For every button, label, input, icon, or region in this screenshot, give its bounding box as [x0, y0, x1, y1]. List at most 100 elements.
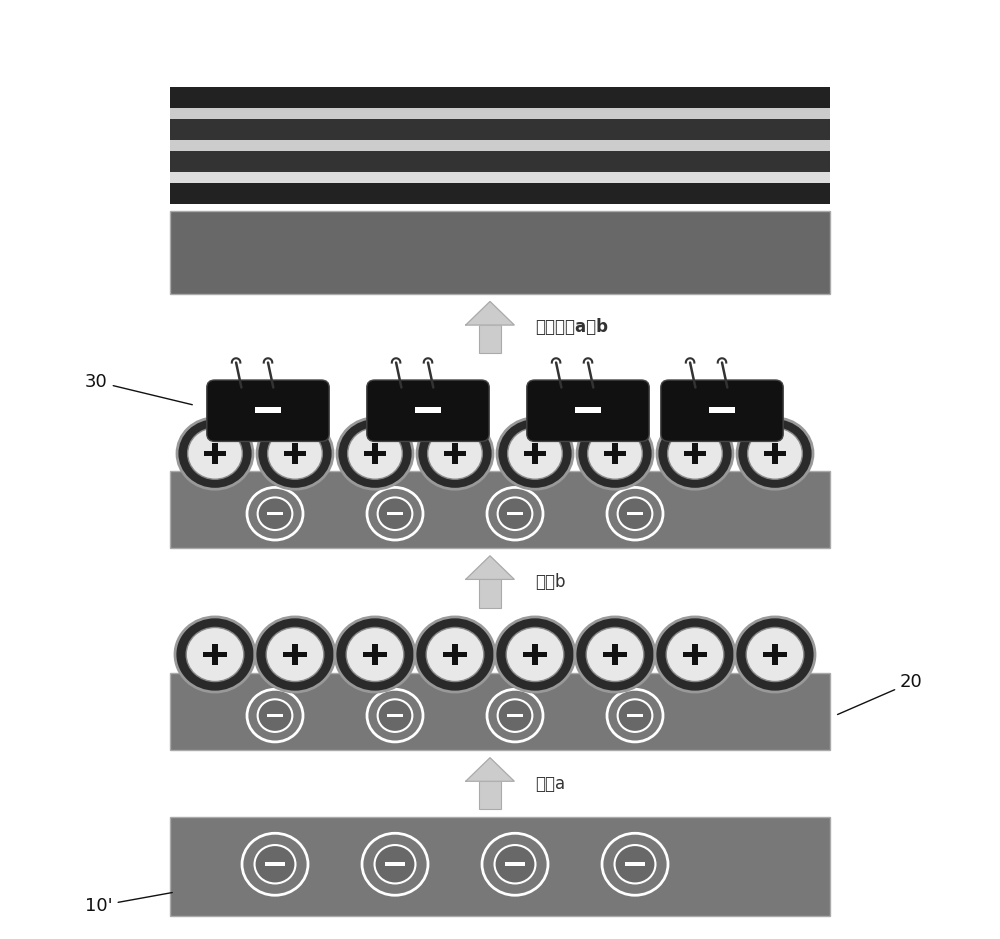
- Bar: [170, 140, 830, 151]
- Bar: [479, 579, 501, 608]
- FancyBboxPatch shape: [207, 380, 329, 441]
- Polygon shape: [466, 556, 514, 579]
- Bar: [532, 643, 538, 666]
- Circle shape: [177, 418, 253, 489]
- Bar: [692, 643, 698, 666]
- Bar: [415, 407, 441, 413]
- Circle shape: [602, 833, 668, 895]
- Circle shape: [618, 700, 652, 731]
- Circle shape: [242, 833, 308, 895]
- Bar: [170, 151, 830, 172]
- Bar: [170, 471, 830, 548]
- Circle shape: [735, 617, 815, 692]
- Circle shape: [508, 428, 562, 479]
- Circle shape: [426, 627, 484, 682]
- Bar: [170, 87, 830, 108]
- Text: 步骤a: 步骤a: [535, 775, 565, 793]
- Bar: [507, 512, 523, 516]
- Bar: [684, 451, 706, 456]
- Bar: [372, 643, 378, 666]
- Circle shape: [668, 428, 722, 479]
- Bar: [627, 512, 643, 516]
- Circle shape: [247, 487, 303, 540]
- Bar: [203, 652, 227, 657]
- Circle shape: [495, 617, 575, 692]
- Bar: [625, 862, 645, 867]
- Bar: [692, 443, 698, 464]
- Bar: [452, 643, 458, 666]
- Bar: [603, 652, 627, 657]
- Circle shape: [498, 498, 532, 530]
- Bar: [772, 443, 778, 464]
- FancyBboxPatch shape: [367, 380, 489, 441]
- Bar: [627, 714, 643, 717]
- Bar: [292, 443, 298, 464]
- Bar: [170, 183, 830, 204]
- Bar: [505, 862, 525, 867]
- Bar: [372, 443, 378, 464]
- Circle shape: [615, 845, 655, 884]
- Bar: [385, 862, 405, 867]
- Circle shape: [337, 418, 413, 489]
- Bar: [170, 172, 830, 183]
- Bar: [604, 451, 626, 456]
- Bar: [387, 714, 403, 717]
- Circle shape: [417, 418, 493, 489]
- Circle shape: [375, 845, 415, 884]
- Circle shape: [497, 418, 573, 489]
- Circle shape: [258, 700, 292, 731]
- FancyBboxPatch shape: [661, 380, 783, 441]
- Bar: [507, 714, 523, 717]
- Circle shape: [255, 617, 335, 692]
- Bar: [523, 652, 547, 657]
- Circle shape: [495, 845, 535, 884]
- Text: 重复步骤a、b: 重复步骤a、b: [535, 318, 608, 336]
- Circle shape: [607, 487, 663, 540]
- Bar: [283, 652, 307, 657]
- Circle shape: [498, 700, 532, 731]
- Bar: [255, 407, 281, 413]
- Bar: [292, 643, 298, 666]
- Text: 10': 10': [85, 893, 172, 915]
- Bar: [575, 407, 601, 413]
- Circle shape: [378, 498, 412, 530]
- Bar: [764, 451, 786, 456]
- Circle shape: [588, 428, 642, 479]
- Circle shape: [586, 627, 644, 682]
- Bar: [479, 325, 501, 353]
- Circle shape: [657, 418, 733, 489]
- Bar: [709, 407, 735, 413]
- Bar: [612, 443, 618, 464]
- Circle shape: [367, 487, 423, 540]
- Polygon shape: [466, 758, 514, 781]
- Bar: [479, 781, 501, 809]
- Circle shape: [428, 428, 482, 479]
- Circle shape: [268, 428, 322, 479]
- Text: 20: 20: [838, 673, 923, 715]
- Bar: [452, 443, 458, 464]
- Bar: [772, 643, 778, 666]
- Bar: [524, 451, 546, 456]
- Circle shape: [737, 418, 813, 489]
- Text: 30: 30: [85, 373, 192, 405]
- Bar: [387, 512, 403, 516]
- Circle shape: [575, 617, 655, 692]
- Bar: [612, 643, 618, 666]
- Circle shape: [655, 617, 735, 692]
- Circle shape: [577, 418, 653, 489]
- Circle shape: [607, 689, 663, 742]
- Polygon shape: [466, 301, 514, 325]
- Bar: [170, 817, 830, 916]
- Circle shape: [186, 627, 244, 682]
- Bar: [267, 714, 283, 717]
- Circle shape: [346, 627, 404, 682]
- Circle shape: [618, 498, 652, 530]
- Bar: [267, 512, 283, 516]
- Circle shape: [482, 833, 548, 895]
- Bar: [204, 451, 226, 456]
- Bar: [763, 652, 787, 657]
- Bar: [170, 119, 830, 140]
- Circle shape: [258, 498, 292, 530]
- Bar: [532, 443, 538, 464]
- Circle shape: [247, 689, 303, 742]
